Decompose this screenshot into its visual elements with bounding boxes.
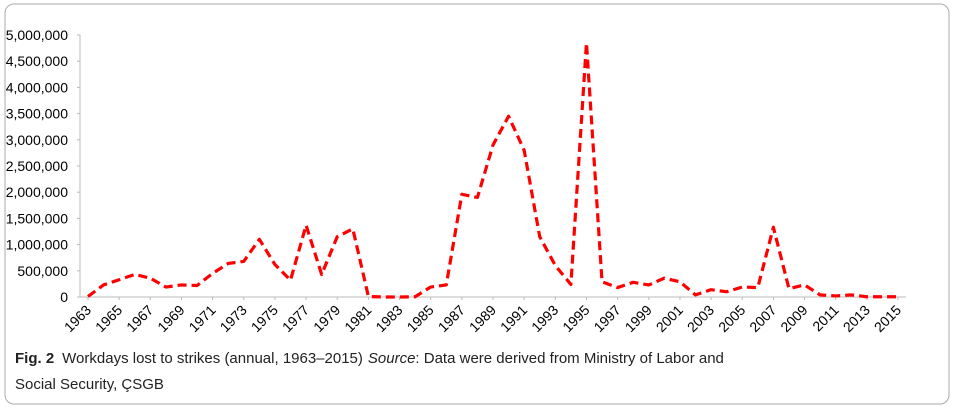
x-tick-label: 2011 — [809, 302, 842, 335]
y-tick-label: 4,500,000 — [6, 53, 68, 69]
x-tick-label: 1987 — [435, 302, 468, 335]
y-tick-label: 1,000,000 — [6, 237, 68, 253]
y-tick-label: 3,000,000 — [6, 132, 68, 148]
x-tick-label: 1967 — [123, 302, 156, 335]
x-tick-label: 1979 — [310, 302, 343, 335]
x-tick-label: 1981 — [341, 302, 374, 335]
caption-label: Fig. 2 — [15, 350, 54, 367]
y-tick-label: 2,500,000 — [6, 158, 68, 174]
x-tick-label: 1993 — [528, 302, 561, 335]
x-tick-label: 2001 — [653, 302, 686, 335]
x-tick-label: 2015 — [871, 302, 904, 335]
x-tick-label: 1971 — [185, 302, 218, 335]
x-tick-label: 1969 — [154, 302, 187, 335]
x-tick-label: 1995 — [559, 302, 592, 335]
x-tick-label: 1991 — [497, 302, 530, 335]
x-tick-label: 1989 — [466, 302, 499, 335]
caption-line-2: Social Security, ÇSGB — [15, 376, 164, 393]
x-tick-label: 1973 — [217, 302, 250, 335]
frame — [4, 3, 950, 405]
x-tick-label: 1965 — [92, 302, 125, 335]
x-tick-label: 1975 — [248, 302, 281, 335]
caption-text: Workdays lost to strikes (annual, 1963–2… — [62, 350, 363, 367]
y-tick-label: 500,000 — [17, 263, 68, 279]
x-tick-label: 1999 — [622, 302, 655, 335]
source-text: : Data were derived from Ministry of Lab… — [415, 350, 723, 367]
x-tick-label: 1983 — [372, 302, 405, 335]
y-tick-label: 3,500,000 — [6, 106, 68, 122]
y-tick-label: 4,000,000 — [6, 79, 68, 95]
y-tick-label: 5,000,000 — [6, 27, 68, 43]
x-tick-label: 2003 — [684, 302, 717, 335]
x-tick-label: 2005 — [715, 302, 748, 335]
x-tick-label: 2013 — [840, 302, 873, 335]
x-tick-label: 1963 — [61, 302, 94, 335]
x-tick-label: 2009 — [777, 302, 810, 335]
y-tick-label: 0 — [60, 289, 68, 305]
x-tick-label: 1977 — [279, 302, 312, 335]
x-tick-label: 1997 — [590, 302, 623, 335]
data-line — [87, 41, 898, 299]
x-tick-label: 1985 — [403, 302, 436, 335]
caption: Fig. 2 Workdays lost to strikes (annual, … — [15, 350, 724, 367]
x-tick-label: 2007 — [746, 302, 779, 335]
y-tick-label: 1,500,000 — [6, 210, 68, 226]
y-tick-label: 2,000,000 — [6, 184, 68, 200]
source-label: Source — [368, 350, 416, 367]
